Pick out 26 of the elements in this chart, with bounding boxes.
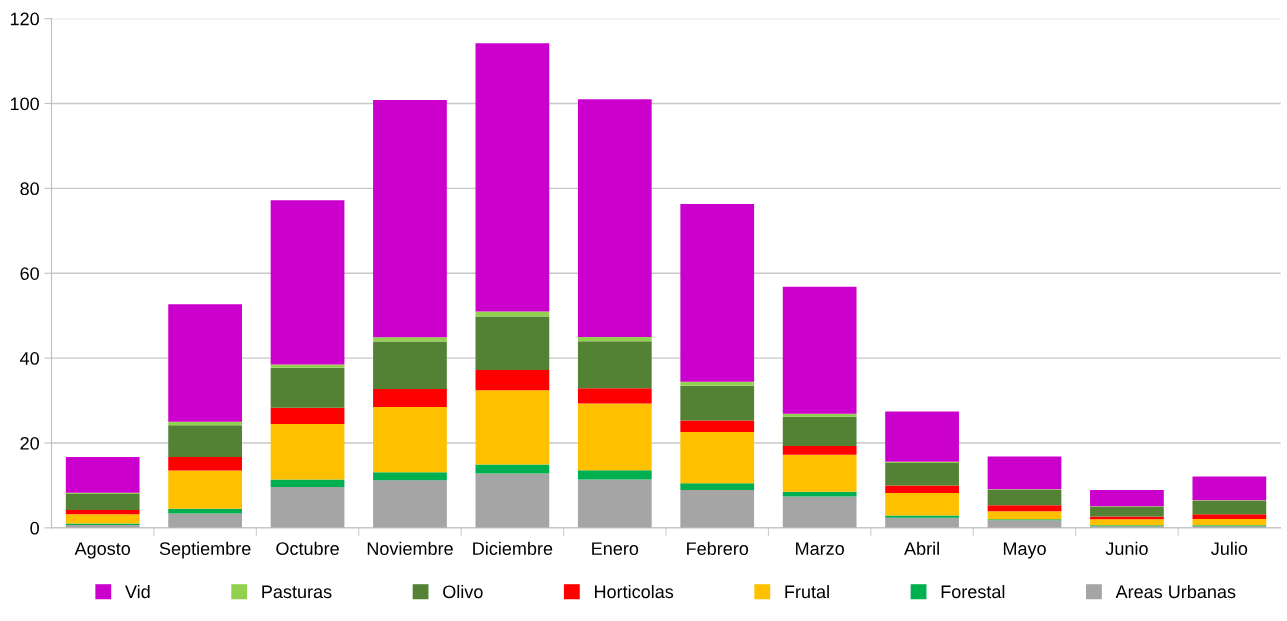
legend-label: Pasturas bbox=[262, 585, 332, 599]
y-tick-label: 120 bbox=[10, 12, 39, 26]
y-tick-label: 60 bbox=[20, 267, 39, 280]
x-tick-label: Abril bbox=[904, 541, 939, 555]
x-tick-label: Febrero bbox=[687, 541, 749, 555]
legend-label: Forestal bbox=[941, 584, 1005, 599]
x-tick-label: Marzo bbox=[796, 542, 844, 555]
x-tick-label: Enero bbox=[592, 542, 639, 555]
y-tick-label: 20 bbox=[20, 436, 39, 450]
y-tick-label: 80 bbox=[20, 182, 39, 196]
x-tick-label: Septiembre bbox=[159, 541, 251, 559]
x-tick-label: Octubre bbox=[276, 541, 339, 555]
legend-label: Horticolas bbox=[595, 584, 674, 599]
x-tick-label: Agosto bbox=[74, 542, 131, 559]
legend-label: Areas Urbanas bbox=[1115, 584, 1236, 599]
y-tick-label: 100 bbox=[10, 97, 39, 111]
legend-label: Olivo bbox=[443, 584, 483, 599]
x-tick-label: Noviembre bbox=[367, 541, 453, 555]
y-tick-label: 40 bbox=[20, 352, 39, 365]
legend-label: Vid bbox=[125, 584, 150, 599]
x-tick-label: Julio bbox=[1211, 541, 1248, 555]
legend-label: Frutal bbox=[785, 584, 829, 599]
y-tick-label: 0 bbox=[30, 521, 39, 535]
x-tick-label: Diciembre bbox=[473, 541, 553, 555]
x-tick-label: Junio bbox=[1105, 541, 1148, 555]
x-tick-label: Mayo bbox=[1003, 542, 1046, 559]
